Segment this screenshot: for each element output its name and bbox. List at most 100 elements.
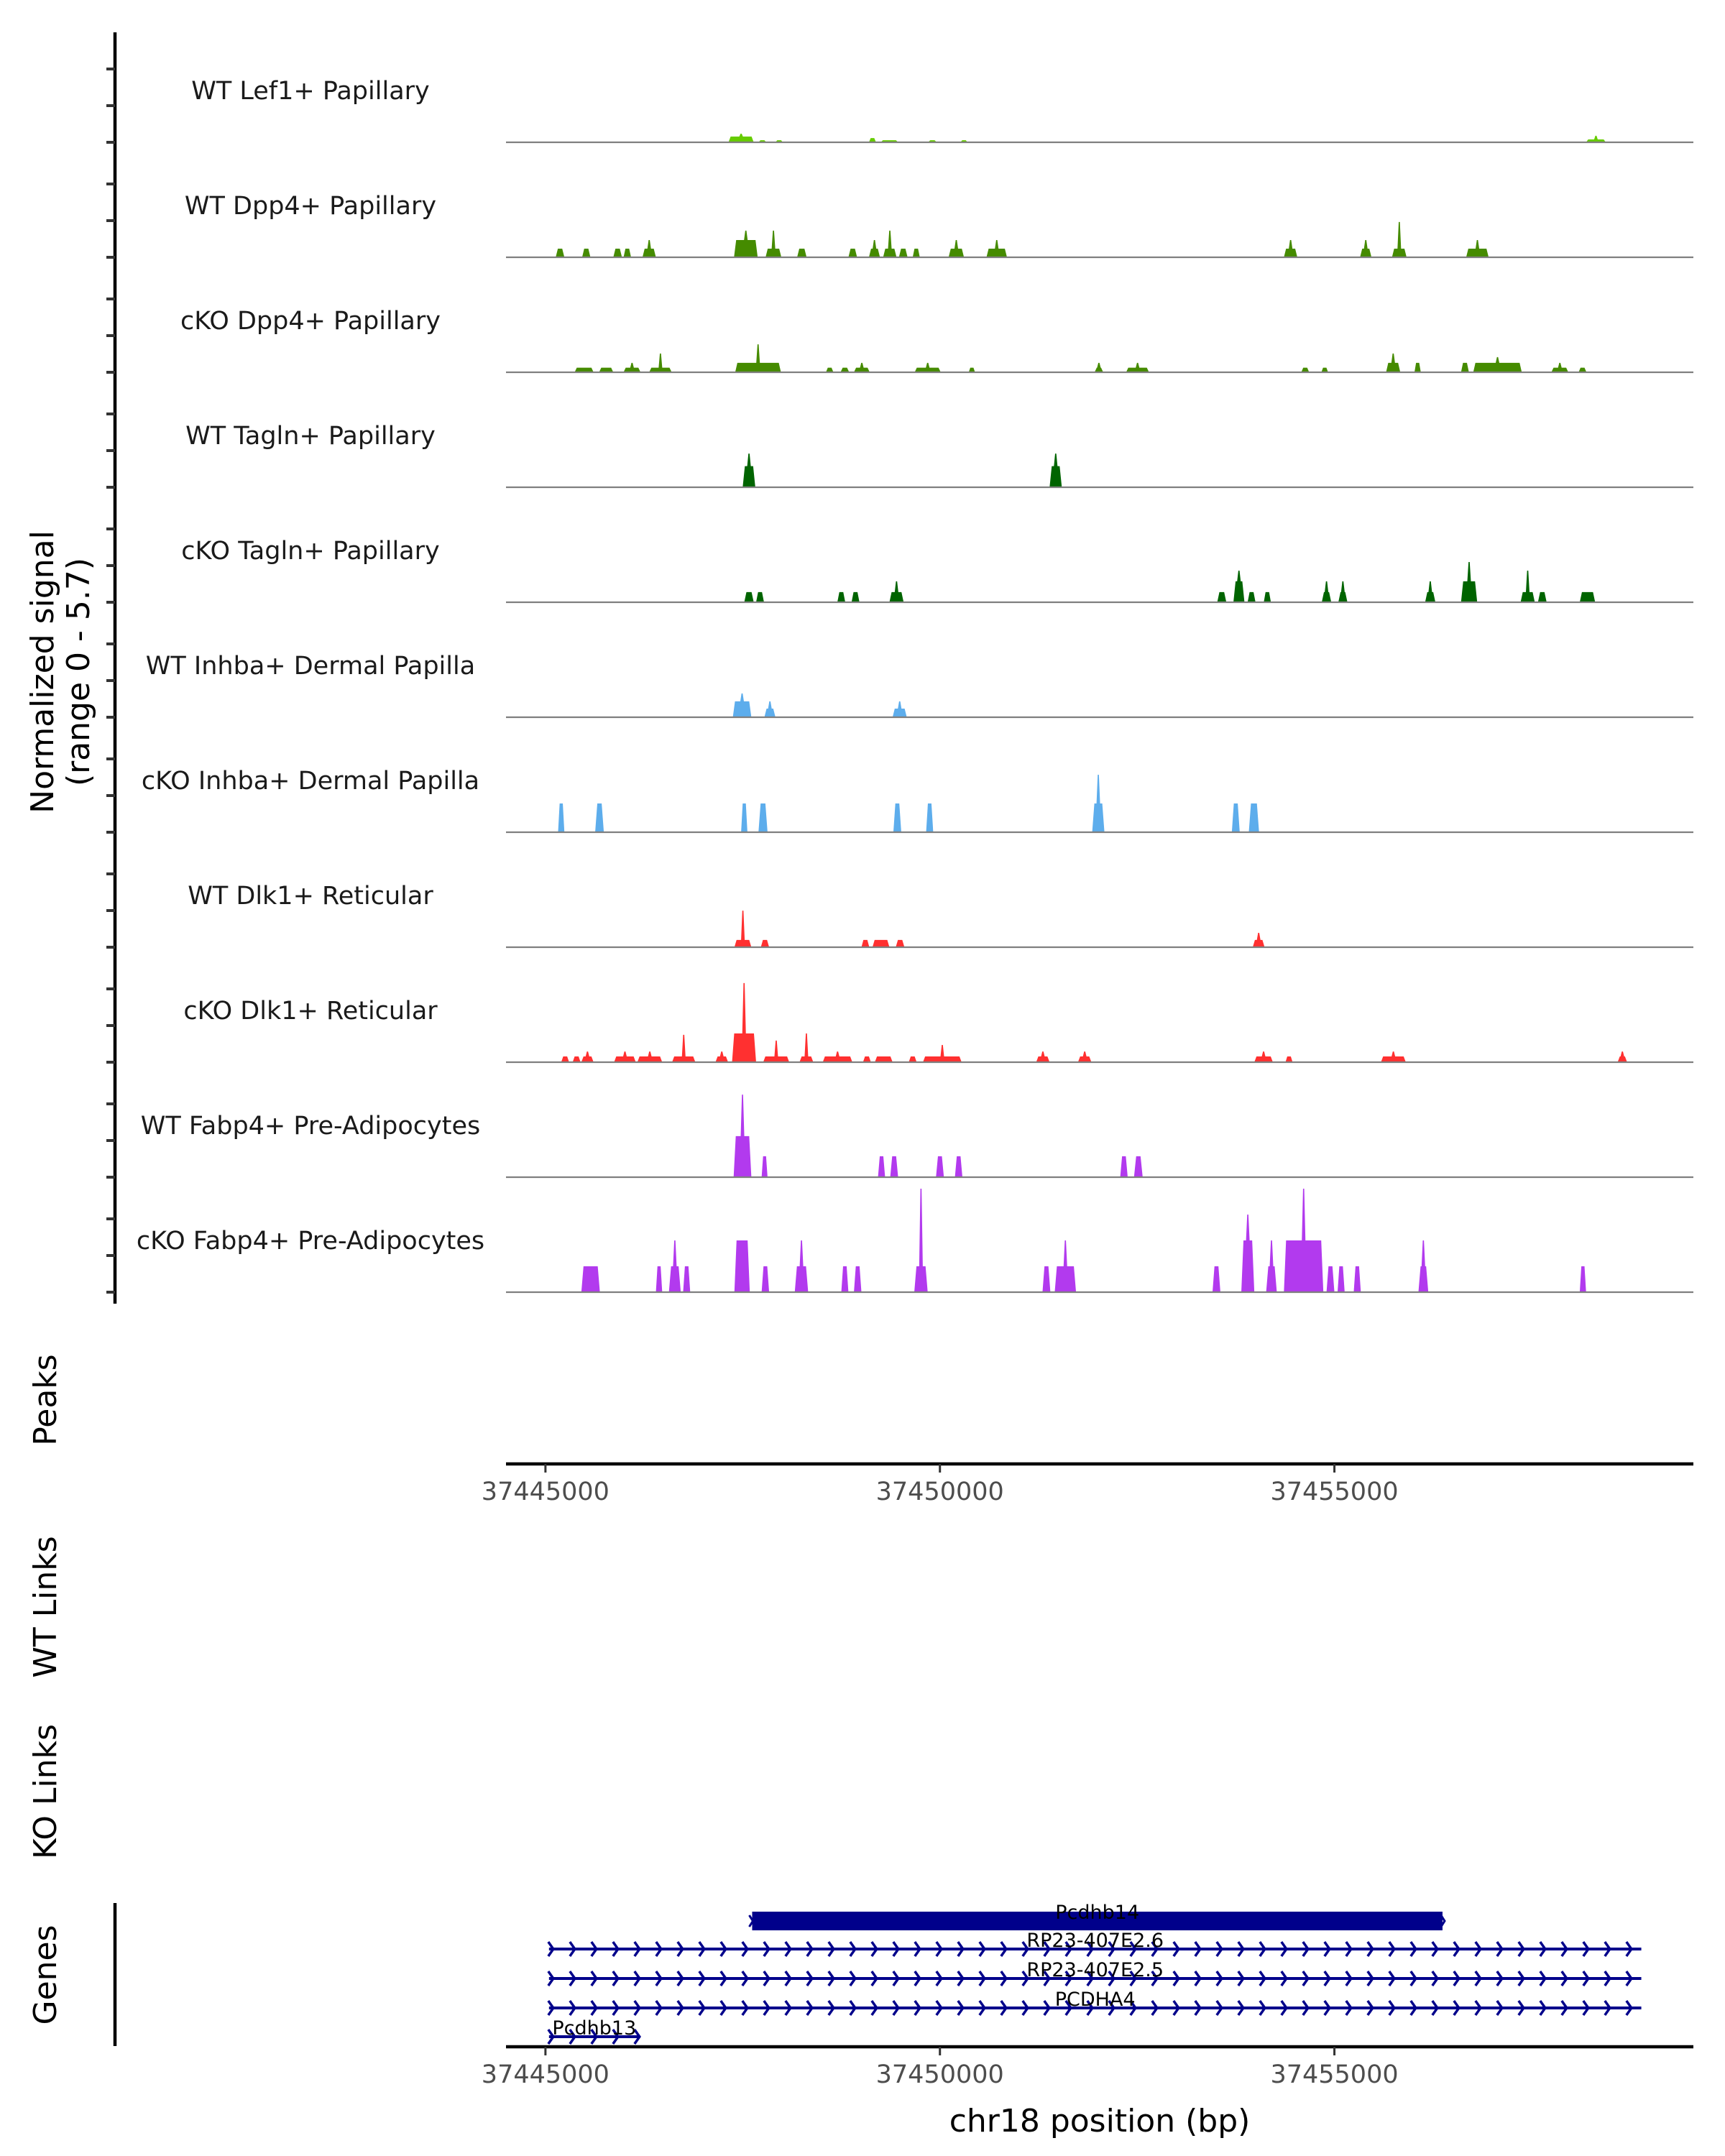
strand-arrow-icon [978,1999,986,2017]
signal-peak [1120,1156,1128,1177]
strand-arrow-icon [719,1970,727,1987]
strand-arrow-icon [1043,1999,1051,2017]
wt-links-panel-label: WT Links [27,1536,64,1677]
gene-model: Pcdhb14 [748,1902,1446,1930]
strand-arrow-icon [1409,1999,1417,2017]
strand-arrow-icon [1129,1940,1137,1958]
strand-arrow-icon [741,1970,749,1987]
strand-arrow-icon [1215,1970,1223,1987]
strand-arrow-icon [1215,1940,1223,1958]
strand-arrow-icon [1582,1999,1590,2017]
strand-arrow-icon [763,1940,770,1958]
strand-arrow-icon [806,1999,814,2017]
strand-arrow-icon [1388,1970,1396,1987]
signal-peak [758,803,768,832]
signal-peak [1460,362,1469,372]
strand-arrow-icon [892,1999,900,2017]
signal-peak [1252,933,1265,947]
signal-peak [1126,362,1149,372]
strand-arrow-icon [590,2028,598,2045]
strand-arrow-icon [1000,1999,1008,2017]
signal-peak [764,701,776,717]
signal-peak [1049,453,1062,487]
strand-arrow-icon [1517,1940,1525,1958]
signal-peak [1617,1051,1627,1062]
strand-arrow-icon [590,1970,598,1987]
signal-track: WT Lef1+ Papillary [191,77,1693,144]
strand-arrow-icon [1129,1970,1137,1987]
signal-peak [848,249,857,257]
strand-arrow-icon [1366,1970,1374,1987]
strand-arrow-icon [1474,1999,1482,2017]
strand-arrow-icon [1453,1970,1460,1987]
strand-arrow-icon [827,1999,835,2017]
gene-name-label: RP23-407E2.5 [1026,1959,1164,1981]
strand-arrow-icon [1259,1940,1266,1958]
signal-track: cKO Inhba+ Dermal Papilla [142,767,1693,834]
strand-arrow-icon [612,2028,620,2045]
signal-peak [890,1156,898,1177]
signal-peak [1392,221,1407,257]
signal-peak [656,1266,663,1292]
track-label: WT Inhba+ Dermal Papilla [146,652,475,681]
strand-arrow-icon [849,1940,857,1958]
strand-arrow-icon [1345,1940,1353,1958]
strand-arrow-icon [914,1940,921,1958]
signal-peak [734,1240,750,1292]
ko-links-panel-label: KO Links [27,1724,64,1859]
strand-arrow-icon [655,1970,663,1987]
strand-arrow-icon [1172,1970,1180,1987]
strand-arrow-icon [978,1970,986,1987]
strand-arrow-icon [1064,1999,1072,2017]
signal-peak [1266,1240,1277,1292]
peaks-panel-label: Peaks [27,1354,64,1445]
track-label: WT Tagln+ Papillary [185,422,436,451]
strand-arrow-icon [806,1970,814,1987]
strand-arrow-icon [1474,1970,1482,1987]
strand-arrow-icon [1108,1999,1116,2017]
strand-arrow-icon [892,1970,900,1987]
track-label: WT Dpp4+ Papillary [185,192,436,221]
strand-arrow-icon [892,1940,900,1958]
track-label: cKO Inhba+ Dermal Papilla [142,767,479,796]
signal-peak [1042,1266,1051,1292]
strand-arrow-icon [655,1940,663,1958]
track-label: cKO Tagln+ Papillary [181,537,440,566]
signal-peak [1386,353,1401,372]
strand-arrow-icon [1431,1999,1439,2017]
gene-model: PCDHA4 [547,1989,1642,2017]
signal-peak [898,249,908,257]
signal-peak [595,803,604,832]
strand-arrow-icon [1409,1970,1417,1987]
track-label: cKO Fabp4+ Pre-Adipocytes [137,1227,484,1256]
signal-peak [1579,591,1596,602]
signal-peak [556,249,565,257]
strand-arrow-icon [1237,1970,1245,1987]
strand-arrow-icon [612,1940,620,1958]
strand-arrow-icon [1043,1940,1051,1958]
strand-arrow-icon [590,1940,598,1958]
signal-peak [914,1189,928,1292]
signal-track: WT Tagln+ Papillary [185,422,1693,489]
gene-name-label: Pcdhb13 [552,2017,636,2040]
strand-arrow-icon [1517,1970,1525,1987]
strand-arrow-icon [1582,1940,1590,1958]
signal-peak [599,367,614,372]
signal-peak [1381,1051,1406,1062]
signal-peak [822,1051,852,1062]
strand-arrow-icon [698,1999,706,2017]
strand-arrow-icon [1496,1970,1504,1987]
signal-peak [755,591,764,602]
strand-arrow-icon [1323,1940,1331,1958]
strand-arrow-icon [1043,1970,1051,1987]
strand-arrow-icon [1560,1970,1568,1987]
gene-name-label: PCDHA4 [1055,1989,1136,2011]
strand-arrow-icon [547,1940,555,1958]
gene-model: RP23-407E2.5 [547,1959,1642,1987]
signal-peak [926,803,934,832]
signal-peak [1551,362,1569,372]
strand-arrow-icon [1560,1940,1568,1958]
strand-arrow-icon [763,1970,770,1987]
signal-peak [572,1056,581,1062]
strand-arrow-icon [870,1970,878,1987]
